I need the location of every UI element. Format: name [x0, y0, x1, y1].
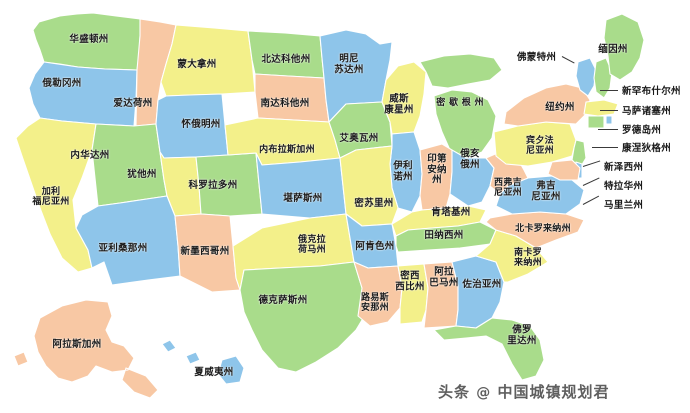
state-label-louisiana[interactable]: 路易斯 安那州 [361, 293, 389, 313]
state-shape-maryland[interactable] [547, 159, 581, 181]
state-label-indiana[interactable]: 印第 安纳 州 [427, 153, 447, 186]
state-label-tennessee[interactable]: 田纳西州 [424, 229, 464, 241]
state-label-utah[interactable]: 犹他州 [127, 168, 157, 180]
state-shape-new-hampshire[interactable] [593, 57, 613, 99]
state-shape-alaska[interactable] [13, 299, 159, 399]
state-shape-rhode-island[interactable] [605, 115, 613, 125]
state-shape-texas[interactable] [239, 261, 369, 373]
state-label-nevada[interactable]: 内华达州 [70, 149, 110, 161]
watermark-at-symbol: @ [476, 385, 492, 401]
state-shape-wisconsin[interactable] [381, 61, 427, 135]
state-label-texas[interactable]: 德克萨斯州 [258, 294, 308, 306]
state-shape-hawaii[interactable] [161, 339, 245, 385]
state-shapes [13, 12, 645, 399]
state-shape-florida[interactable] [433, 317, 545, 381]
state-label-maine[interactable]: 缅因州 [598, 43, 628, 55]
callout-label-massachusetts[interactable]: 马萨诸塞州 [622, 106, 672, 117]
state-label-michigan[interactable]: 密 歇 根 州 [436, 98, 484, 108]
state-label-georgia[interactable]: 佐治亚州 [462, 278, 502, 290]
state-label-virginia[interactable]: 弗吉 尼亚州 [531, 180, 561, 202]
callout-leader-massachusetts [600, 110, 618, 111]
callout-label-new-jersey[interactable]: 新泽西州 [604, 162, 644, 173]
state-label-florida[interactable]: 佛罗 里达州 [507, 324, 537, 346]
state-label-alaska[interactable]: 阿拉斯加州 [52, 338, 102, 350]
state-label-illinois[interactable]: 伊利 诺州 [393, 160, 413, 182]
state-label-pennsylvania[interactable]: 宾夕法 尼亚州 [526, 136, 554, 156]
state-label-wisconsin[interactable]: 威斯 康星州 [384, 93, 414, 115]
state-shape-massachusetts[interactable] [583, 99, 619, 117]
state-label-kansas[interactable]: 堪萨斯州 [283, 192, 323, 204]
state-shape-virginia[interactable] [495, 175, 585, 215]
callout-leader-connecticut [592, 147, 618, 148]
state-label-wyoming[interactable]: 怀俄明州 [181, 118, 221, 130]
watermark: 头条 @ 中国城镇规划君 [438, 381, 610, 402]
state-shape-vermont[interactable] [575, 57, 597, 97]
state-label-north-dakota[interactable]: 北达科他州 [261, 53, 311, 65]
callout-label-maryland[interactable]: 马里兰州 [604, 200, 644, 211]
state-label-mississippi[interactable]: 密西 西比州 [395, 270, 425, 292]
state-label-nebraska[interactable]: 内布拉斯加州 [259, 145, 315, 155]
state-label-south-carolina[interactable]: 南卡罗 来纳州 [514, 248, 542, 268]
state-label-new-york[interactable]: 纽约州 [545, 101, 575, 113]
callout-leader-rhode-island [598, 129, 618, 130]
state-label-minnesota[interactable]: 明尼 苏达州 [334, 53, 364, 75]
state-shape-indiana[interactable] [419, 143, 453, 211]
state-label-south-dakota[interactable]: 南达科他州 [260, 97, 310, 109]
state-label-new-mexico[interactable]: 新墨西哥州 [180, 245, 230, 257]
state-label-north-carolina[interactable]: 北卡罗来纳州 [515, 224, 571, 234]
callout-label-connecticut[interactable]: 康涅狄格州 [622, 143, 672, 154]
state-label-hawaii[interactable]: 夏威夷州 [194, 366, 234, 378]
state-shape-oregon[interactable] [28, 61, 138, 127]
watermark-account: 中国城镇规划君 [497, 383, 610, 401]
state-label-iowa[interactable]: 艾奥瓦州 [339, 132, 379, 144]
state-label-oklahoma[interactable]: 俄克拉 荷马州 [298, 235, 326, 255]
state-label-colorado[interactable]: 科罗拉多州 [188, 179, 238, 191]
callout-label-rhode-island[interactable]: 罗德岛州 [622, 125, 662, 136]
watermark-prefix: 头条 [438, 383, 471, 401]
state-shape-louisiana[interactable] [353, 261, 403, 327]
callout-label-vermont[interactable]: 佛蒙特州 [517, 52, 557, 63]
state-shape-idaho[interactable] [135, 18, 177, 127]
state-shape-georgia[interactable] [451, 255, 505, 329]
state-label-kentucky[interactable]: 肯塔基州 [431, 206, 471, 218]
state-shape-nevada[interactable] [91, 123, 168, 207]
state-shape-michigan[interactable] [419, 53, 503, 159]
state-label-montana[interactable]: 蒙大拿州 [177, 58, 217, 70]
state-label-idaho[interactable]: 爱达荷州 [113, 97, 153, 109]
callout-label-delaware[interactable]: 特拉华州 [604, 181, 644, 192]
callout-label-new-hampshire[interactable]: 新罕布什尔州 [622, 86, 681, 97]
state-label-california[interactable]: 加利 福尼亚州 [32, 187, 70, 207]
callout-leader-new-hampshire [600, 90, 618, 91]
state-label-missouri[interactable]: 密苏里州 [354, 197, 394, 209]
state-label-ohio[interactable]: 俄亥 俄州 [460, 148, 480, 170]
state-shape-connecticut[interactable] [587, 115, 605, 129]
state-label-washington[interactable]: 华盛顿州 [69, 33, 109, 45]
state-label-oregon[interactable]: 俄勒冈州 [42, 77, 82, 89]
state-label-west-virginia[interactable]: 西弗吉 尼亚州 [494, 178, 522, 198]
state-label-arizona[interactable]: 亚利桑那州 [98, 242, 148, 254]
state-label-arkansas[interactable]: 阿肯色州 [355, 240, 395, 252]
state-shape-maine[interactable] [603, 13, 645, 81]
state-shape-ohio[interactable] [449, 149, 495, 207]
state-shape-missouri[interactable] [339, 145, 399, 227]
state-label-alabama[interactable]: 阿拉 巴马州 [429, 266, 459, 288]
state-shape-arizona[interactable] [75, 195, 181, 286]
